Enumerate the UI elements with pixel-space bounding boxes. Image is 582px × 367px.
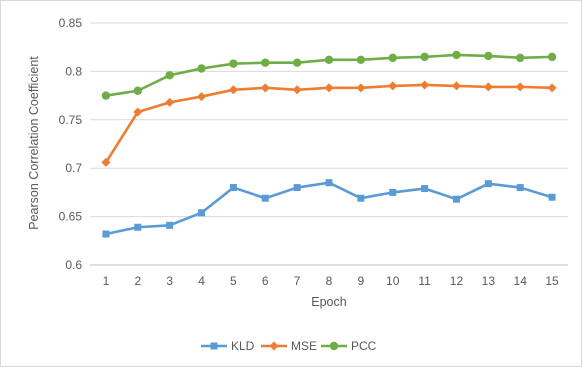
data-point-pcc [484,51,493,61]
y-tick-label: 0.7 [65,161,82,175]
x-tick-label: 1 [103,274,110,288]
legend-label: MSE [291,339,317,353]
x-tick-label: 6 [262,274,269,288]
data-point-pcc [324,55,334,64]
data-point-kld [484,180,492,188]
data-point-pcc [388,53,397,63]
x-tick-label: 10 [386,274,400,288]
data-point-kld [389,188,397,196]
data-point-mse [260,83,270,93]
x-tick-label: 14 [514,274,528,288]
series-kld [102,179,556,238]
x-tick-label: 11 [418,274,431,288]
data-point-mse [356,83,366,93]
data-point-kld [261,194,269,202]
legend-label: KLD [231,339,255,353]
data-point-kld [357,194,365,202]
data-point-kld [102,230,110,238]
x-tick-label: 15 [545,274,559,288]
legend-marker [329,341,339,351]
y-tick-label: 0.75 [59,113,83,127]
data-point-pcc [229,59,238,68]
data-point-mse [292,85,302,95]
data-point-kld [325,179,333,187]
series-pcc [101,50,557,100]
x-tick-label: 2 [134,274,141,288]
x-axis-title: Epoch [311,295,346,309]
legend-item-kld: KLD [201,339,255,353]
y-tick-label: 0.85 [59,16,83,30]
data-point-pcc [516,53,525,63]
legend-marker [269,341,279,351]
data-point-mse [388,81,398,91]
legend-marker [210,342,218,350]
y-axis-title: Pearson Correlation Coefficient [27,56,41,230]
data-point-kld [166,221,174,229]
data-point-pcc [101,91,111,100]
data-point-kld [293,184,301,192]
data-point-pcc [133,86,142,95]
y-tick-label: 0.6 [65,258,82,272]
data-point-mse [324,83,334,93]
data-point-kld [452,195,460,203]
x-tick-label: 12 [450,274,464,288]
data-point-kld [548,193,556,201]
data-point-pcc [165,71,174,80]
legend-item-mse: MSE [261,339,317,353]
series-mse [101,80,557,167]
data-point-pcc [547,52,557,62]
legend-item-pcc: PCC [321,339,377,353]
legend-label: PCC [351,339,377,353]
x-tick-label: 9 [358,274,365,288]
data-point-mse [197,92,207,102]
x-tick-label: 8 [326,274,333,288]
x-tick-label: 7 [294,274,301,288]
tick-labels: 0.60.650.70.750.80.851 2 3 4 5 6 7 8 9 10 11 12 13 14… [59,16,559,288]
series-line-mse [104,83,554,164]
x-tick-label: 3 [166,274,173,288]
data-point-mse [165,97,175,107]
data-point-pcc [292,58,302,67]
data-point-mse [101,157,111,167]
data-point-mse [228,85,238,95]
y-tick-label: 0.65 [59,210,83,224]
data-point-pcc [261,58,270,67]
x-tick-label: 5 [230,274,237,288]
x-tick-label: 4 [198,274,205,288]
data-point-mse [515,82,525,92]
data-point-kld [134,223,142,231]
data-point-pcc [197,64,206,73]
data-point-pcc [452,50,461,60]
data-point-mse [133,107,143,117]
legend: KLD MSE PCC [201,339,377,353]
data-point-pcc [356,55,366,64]
data-point-kld [198,209,206,217]
data-point-kld [421,185,429,193]
data-point-mse [420,80,430,90]
x-tick-label: 13 [482,274,496,288]
data-point-mse [451,81,461,91]
series-lines [101,50,557,238]
data-point-mse [547,83,557,93]
y-tick-label: 0.8 [65,64,82,78]
data-point-kld [516,184,524,192]
data-point-mse [483,82,493,92]
data-point-kld [229,184,237,192]
data-point-pcc [420,52,429,62]
